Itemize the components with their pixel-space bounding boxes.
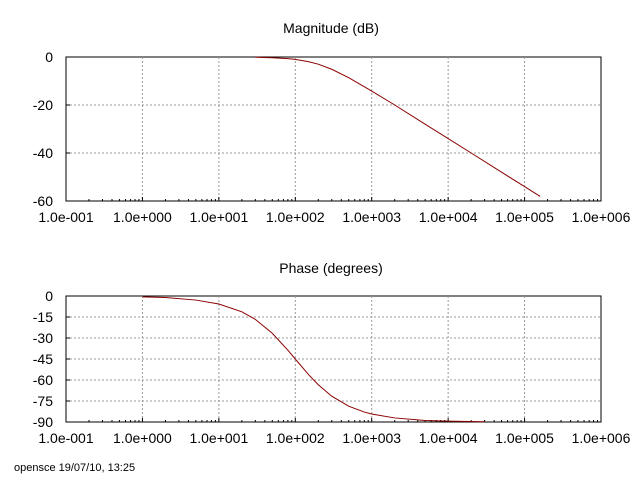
magnitude-x-tick-label: 1.0e+002 xyxy=(266,209,325,225)
magnitude-x-tick-label: 1.0e+005 xyxy=(495,209,554,225)
phase-x-tick-label: 1.0e+001 xyxy=(189,430,248,446)
magnitude-x-tick-label: 1.0e+001 xyxy=(189,209,248,225)
phase-chart: Phase (degrees) 1.0e-001 1.0e+000 1.0e+001… xyxy=(33,260,631,446)
phase-x-tick-label: 1.0e+003 xyxy=(342,430,401,446)
magnitude-y-tick-label: -20 xyxy=(33,97,53,113)
magnitude-x-tick-label: 1.0e+003 xyxy=(342,209,401,225)
phase-x-tick-label: 1.0e+005 xyxy=(495,430,554,446)
magnitude-y-tick-label: -40 xyxy=(33,145,53,161)
phase-series-line xyxy=(142,296,485,423)
magnitude-series-line xyxy=(255,56,541,197)
magnitude-x-tick-label: 1.0e+004 xyxy=(419,209,478,225)
phase-x-tick-label: 1.0e+006 xyxy=(572,430,631,446)
magnitude-y-tick-label: -60 xyxy=(33,193,53,209)
phase-y-tick-label: -60 xyxy=(33,372,53,388)
phase-x-tick-label: 1.0e-001 xyxy=(38,430,93,446)
magnitude-y-tick-label: 0 xyxy=(45,49,53,65)
phase-y-tick-label: -75 xyxy=(33,393,53,409)
phase-y-tick-label: -15 xyxy=(33,309,53,325)
magnitude-plot-frame xyxy=(65,56,602,202)
magnitude-x-tick-label: 1.0e+000 xyxy=(113,209,172,225)
phase-y-tick-label: -90 xyxy=(33,414,53,430)
phase-x-tick-label: 1.0e+000 xyxy=(113,430,172,446)
phase-x-tick-label: 1.0e+004 xyxy=(419,430,478,446)
footer-timestamp: opensce 19/07/10, 13:25 xyxy=(14,462,135,474)
phase-chart-title: Phase (degrees) xyxy=(279,260,383,276)
magnitude-x-tick-label: 1.0e-001 xyxy=(38,209,93,225)
phase-y-tick-label: -45 xyxy=(33,351,53,367)
phase-x-tick-label: 1.0e+002 xyxy=(266,430,325,446)
phase-y-tick-label: 0 xyxy=(45,288,53,304)
magnitude-chart-title: Magnitude (dB) xyxy=(283,20,379,36)
magnitude-chart: Magnitude (dB) 1.0e-001 1.0e+000 1.0e+001 1… xyxy=(33,20,631,225)
phase-y-tick-label: -30 xyxy=(33,330,53,346)
magnitude-x-tick-label: 1.0e+006 xyxy=(572,209,631,225)
